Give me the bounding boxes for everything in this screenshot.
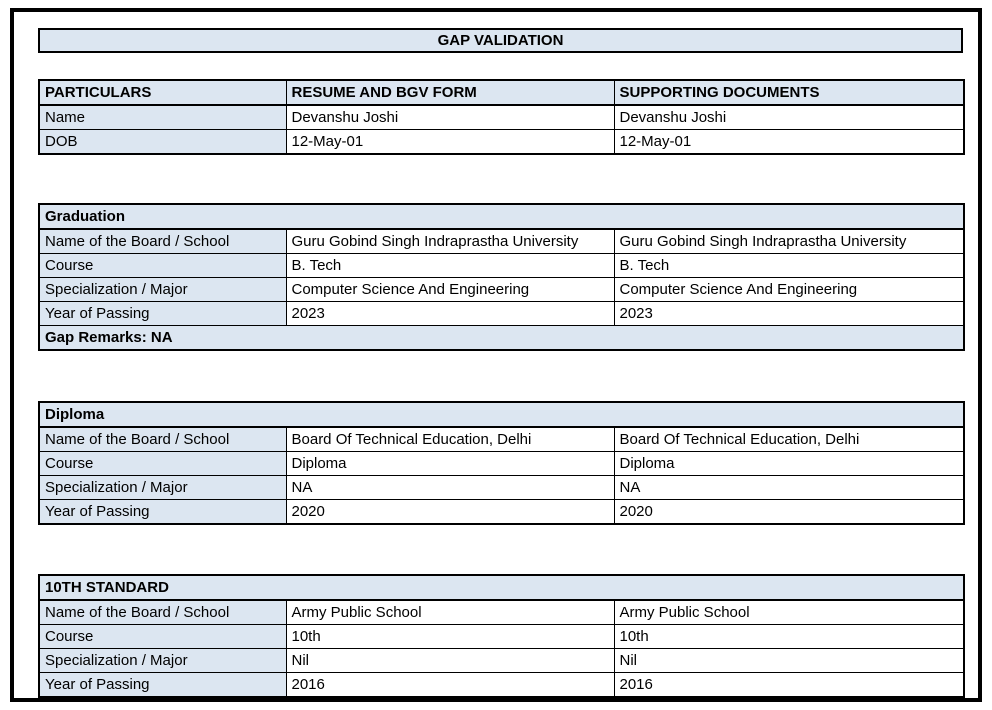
supporting-value: B. Tech: [613, 253, 965, 278]
resume-value: Board Of Technical Education, Delhi: [285, 426, 615, 452]
resume-value: NA: [285, 475, 615, 500]
row-label: Specialization / Major: [38, 277, 287, 302]
supporting-value: 2023: [613, 301, 965, 326]
column-header-supporting-documents: SUPPORTING DOCUMENTS: [613, 79, 965, 106]
section-title-row: 10TH STANDARD: [38, 574, 965, 601]
section-title-row: Graduation: [38, 203, 965, 230]
supporting-value: Board Of Technical Education, Delhi: [613, 426, 965, 452]
section-title-row: Diploma: [38, 401, 965, 428]
row-label: Course: [38, 451, 287, 476]
supporting-value: 2020: [613, 499, 965, 525]
particulars-header-row: PARTICULARS RESUME AND BGV FORM SUPPORTI…: [38, 79, 965, 106]
supporting-value: Diploma: [613, 451, 965, 476]
row-label: Specialization / Major: [38, 475, 287, 500]
table-row-dob: DOB 12-May-01 12-May-01: [38, 129, 965, 155]
supporting-value: Guru Gobind Singh Indraprastha Universit…: [613, 228, 965, 254]
supporting-value: Computer Science And Engineering: [613, 277, 965, 302]
column-header-resume-bgv: RESUME AND BGV FORM: [285, 79, 615, 106]
table-row-year: Year of Passing 2020 2020: [38, 499, 965, 525]
table-row-specialization: Specialization / Major Nil Nil: [38, 648, 965, 673]
row-label: DOB: [38, 129, 287, 155]
row-label: Year of Passing: [38, 301, 287, 326]
resume-value: Army Public School: [285, 599, 615, 625]
row-label: Year of Passing: [38, 672, 287, 698]
resume-value: Computer Science And Engineering: [285, 277, 615, 302]
resume-value: Nil: [285, 648, 615, 673]
supporting-value: 10th: [613, 624, 965, 649]
column-header-particulars: PARTICULARS: [38, 79, 287, 106]
section-title: 10TH STANDARD: [38, 574, 965, 601]
row-label: Name of the Board / School: [38, 426, 287, 452]
resume-value: Guru Gobind Singh Indraprastha Universit…: [285, 228, 615, 254]
resume-value: Diploma: [285, 451, 615, 476]
gap-remarks-row: Gap Remarks: NA: [38, 325, 965, 351]
resume-value: Devanshu Joshi: [285, 104, 615, 130]
gap-remarks: Gap Remarks: NA: [38, 325, 965, 351]
tenth-standard-table: 10TH STANDARD Name of the Board / School…: [38, 574, 966, 698]
table-row-course: Course B. Tech B. Tech: [38, 253, 965, 278]
diploma-table: Diploma Name of the Board / School Board…: [38, 401, 965, 525]
resume-value: 2020: [285, 499, 615, 525]
document-title: GAP VALIDATION: [38, 28, 963, 53]
graduation-table: Graduation Name of the Board / School Gu…: [38, 203, 966, 351]
section-title: Diploma: [38, 401, 965, 428]
table-row-board: Name of the Board / School Army Public S…: [38, 599, 965, 625]
table-row-course: Course 10th 10th: [38, 624, 965, 649]
table-row-year: Year of Passing 2016 2016: [38, 672, 965, 698]
supporting-value: Nil: [613, 648, 965, 673]
document-content: GAP VALIDATION PARTICULARS RESUME AND BG…: [38, 28, 966, 698]
section-title: Graduation: [38, 203, 965, 230]
resume-value: B. Tech: [285, 253, 615, 278]
row-label: Course: [38, 253, 287, 278]
table-row-specialization: Specialization / Major Computer Science …: [38, 277, 965, 302]
row-label: Name: [38, 104, 287, 130]
supporting-value: 12-May-01: [613, 129, 965, 155]
row-label: Course: [38, 624, 287, 649]
supporting-value: Army Public School: [613, 599, 965, 625]
resume-value: 2016: [285, 672, 615, 698]
resume-value: 2023: [285, 301, 615, 326]
supporting-value: NA: [613, 475, 965, 500]
table-row-board: Name of the Board / School Board Of Tech…: [38, 426, 965, 452]
row-label: Specialization / Major: [38, 648, 287, 673]
table-row-specialization: Specialization / Major NA NA: [38, 475, 965, 500]
row-label: Name of the Board / School: [38, 599, 287, 625]
table-row-course: Course Diploma Diploma: [38, 451, 965, 476]
row-label: Year of Passing: [38, 499, 287, 525]
table-row-year: Year of Passing 2023 2023: [38, 301, 965, 326]
resume-value: 10th: [285, 624, 615, 649]
particulars-table: PARTICULARS RESUME AND BGV FORM SUPPORTI…: [38, 79, 965, 155]
resume-value: 12-May-01: [285, 129, 615, 155]
table-row-board: Name of the Board / School Guru Gobind S…: [38, 228, 965, 254]
table-row-name: Name Devanshu Joshi Devanshu Joshi: [38, 104, 965, 130]
row-label: Name of the Board / School: [38, 228, 287, 254]
supporting-value: Devanshu Joshi: [613, 104, 965, 130]
supporting-value: 2016: [613, 672, 965, 698]
